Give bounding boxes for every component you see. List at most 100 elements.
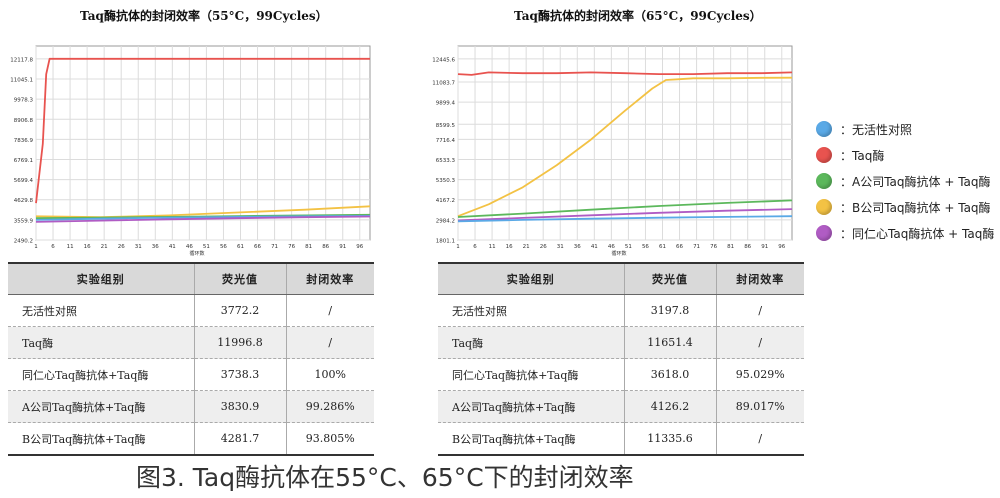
table-cell: Taq酶: [438, 326, 625, 359]
x-tick-label: 61: [659, 244, 666, 250]
y-tick-label: 1801.1: [436, 239, 455, 245]
column-header: 荧光值: [194, 262, 287, 295]
y-tick-label: 8906.8: [14, 118, 34, 124]
table-cell: 11996.8: [194, 326, 287, 359]
legend-swatch: [816, 147, 832, 163]
x-tick-label: 66: [254, 244, 261, 250]
x-tick-label: 46: [186, 244, 193, 250]
table-cell: 95.029%: [716, 358, 804, 391]
results-table-65c: 实验组别 荧光值 封闭效率 无活性对照 3197.8/Taq酶 11651.4/同仁心Ta…: [438, 262, 804, 456]
table-row: Taq酶 11996.8/: [8, 326, 374, 359]
y-tick-label: 5350.3: [436, 178, 456, 184]
table-cell: 无活性对照: [438, 294, 625, 327]
legend-item: ：A公司Taq酶抗体 + Taq酶: [816, 168, 994, 194]
y-tick-label: 12117.8: [10, 57, 33, 63]
x-tick-label: 76: [710, 244, 717, 250]
y-tick-label: 9978.3: [14, 98, 34, 104]
table-cell: 同仁心Taq酶抗体+Taq酶: [438, 358, 625, 391]
table-cell: 3772.2: [194, 294, 287, 327]
chart-title-55: Taq酶抗体的封闭效率（55°C，99Cycles）: [80, 9, 328, 23]
x-tick-label: 21: [523, 244, 530, 250]
table-cell: 89.017%: [716, 390, 804, 423]
x-tick-label: 11: [489, 244, 496, 250]
x-tick-label: 1: [34, 244, 38, 250]
table-cell: B公司Taq酶抗体+Taq酶: [8, 422, 195, 456]
y-tick-label: 4629.8: [14, 198, 34, 204]
x-tick-label: 51: [203, 244, 210, 250]
legend-item: ：同仁心Taq酶抗体 + Taq酶: [816, 220, 994, 246]
table-cell: 3738.3: [194, 358, 287, 391]
table-cell: B公司Taq酶抗体+Taq酶: [438, 422, 625, 456]
table-cell: /: [716, 326, 804, 359]
table-cell: 无活性对照: [8, 294, 195, 327]
y-tick-label: 6769.1: [14, 158, 33, 164]
table-cell: 3618.0: [624, 358, 717, 391]
x-tick-label: 26: [540, 244, 547, 250]
table-row: 无活性对照 3197.8/: [438, 294, 804, 327]
table-row: 无活性对照 3772.2/: [8, 294, 374, 327]
y-tick-label: 7836.9: [14, 138, 34, 144]
y-tick-label: 5699.4: [14, 178, 34, 184]
table-cell: 同仁心Taq酶抗体+Taq酶: [8, 358, 195, 391]
x-tick-label: 31: [135, 244, 142, 250]
table-cell: 3197.8: [624, 294, 717, 327]
results-table-55c: 实验组别 荧光值 封闭效率 无活性对照 3772.2/Taq酶 11996.8/同仁心Ta…: [8, 262, 374, 456]
x-axis-label: 循环数: [611, 250, 626, 257]
x-tick-label: 76: [288, 244, 295, 250]
chart-55c: 12117.8 11045.1 9978.3 8906.8 7836.9 6769.1 56…: [10, 45, 371, 257]
table-cell: 100%: [286, 358, 374, 391]
x-tick-label: 41: [169, 244, 176, 250]
series-line: [35, 57, 370, 204]
x-tick-label: 1: [456, 244, 460, 250]
x-tick-label: 91: [339, 244, 346, 250]
table-row: A公司Taq酶抗体+Taq酶 3830.9 99.286%: [8, 390, 374, 423]
y-tick-label: 9899.4: [436, 101, 456, 107]
x-tick-label: 71: [271, 244, 278, 250]
y-tick-label: 11045.1: [10, 78, 33, 84]
table-row: B公司Taq酶抗体+Taq酶 11335.6/: [438, 422, 804, 456]
series-line: [457, 215, 793, 223]
legend-label: ：A公司Taq酶抗体 + Taq酶: [840, 174, 991, 189]
chart-title-65: Taq酶抗体的封闭效率（65°C，99Cycles）: [514, 9, 762, 23]
column-header: 封闭效率: [716, 262, 804, 295]
legend-item: ：B公司Taq酶抗体 + Taq酶: [816, 194, 994, 220]
x-tick-label: 46: [608, 244, 615, 250]
table-row: 同仁心Taq酶抗体+Taq酶 3618.0 95.029%: [438, 358, 804, 391]
x-tick-label: 6: [473, 244, 477, 250]
series-line: [457, 76, 793, 218]
table-cell: /: [716, 422, 804, 456]
column-header: 实验组别: [438, 262, 625, 295]
x-tick-label: 11: [67, 244, 74, 250]
legend-item: ：无活性对照: [816, 116, 994, 142]
x-tick-label: 16: [506, 244, 513, 250]
x-tick-label: 16: [84, 244, 91, 250]
y-tick-label: 2984.2: [436, 218, 455, 224]
x-tick-label: 26: [118, 244, 125, 250]
x-tick-label: 61: [237, 244, 244, 250]
y-tick-label: 3559.9: [14, 218, 34, 224]
x-tick-label: 71: [693, 244, 700, 250]
y-tick-label: 7716.4: [436, 138, 456, 144]
table-cell: 11335.6: [624, 422, 717, 456]
y-tick-label: 11083.7: [432, 81, 455, 87]
column-header: 实验组别: [8, 262, 195, 295]
y-tick-label: 2490.2: [14, 239, 33, 245]
legend: ：无活性对照 ：Taq酶 ：A公司Taq酶抗体 + Taq酶 ：B公司Taq酶抗…: [816, 116, 994, 246]
x-tick-label: 21: [101, 244, 108, 250]
table-cell: /: [286, 294, 374, 327]
table-cell: 4281.7: [194, 422, 287, 456]
legend-swatch: [816, 173, 832, 189]
table-cell: A公司Taq酶抗体+Taq酶: [438, 390, 625, 423]
plot-area: [35, 45, 371, 241]
table-header-row: 实验组别 荧光值 封闭效率: [8, 262, 374, 295]
legend-swatch: [816, 225, 832, 241]
chart-65c: 12445.6 11083.7 9899.4 8599.5 7716.4 6533.3 53…: [432, 45, 793, 257]
y-tick-label: 6533.3: [436, 158, 456, 164]
table-cell: 99.286%: [286, 390, 374, 423]
table-cell: A公司Taq酶抗体+Taq酶: [8, 390, 195, 423]
y-tick-label: 12445.6: [432, 57, 455, 63]
x-tick-label: 36: [152, 244, 159, 250]
legend-label: ：无活性对照: [840, 122, 913, 137]
table-cell: 3830.9: [194, 390, 287, 423]
x-tick-label: 36: [574, 244, 581, 250]
